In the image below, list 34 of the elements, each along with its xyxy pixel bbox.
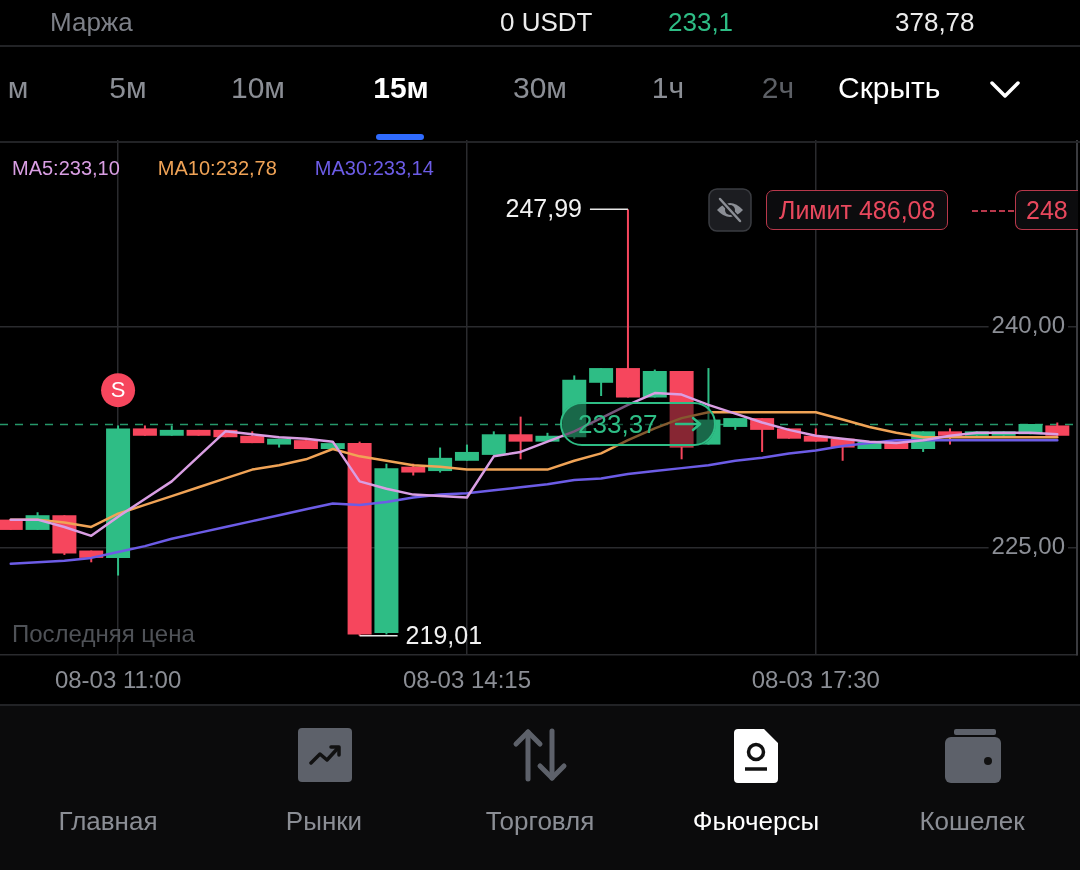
text: MA30:233,14 — [314, 157, 434, 179]
text: Маржа — [50, 7, 133, 38]
text: м — [7, 71, 29, 106]
text: MA5:233,10 — [12, 157, 120, 179]
y-tick-label: 225,00 — [991, 532, 1065, 560]
text: 30м — [513, 71, 567, 106]
text: 378,78 — [895, 7, 975, 38]
text: Торговля — [485, 806, 595, 837]
text: MA10:232,78 — [157, 157, 277, 179]
text: 10м — [231, 71, 285, 106]
text: 0 USDT — [500, 7, 593, 38]
annotation: S — [110, 377, 126, 403]
candlestick — [481, 430, 506, 456]
annotation: 248 — [1015, 190, 1078, 230]
text: Скрыть — [838, 71, 941, 106]
text: 233,1 — [668, 7, 734, 38]
annotation: Лимит 486,08 — [766, 190, 949, 230]
text: 15м — [373, 71, 429, 106]
text: 5м — [109, 71, 147, 106]
text: Главная — [58, 806, 158, 837]
x-tick-label: 08-03 17:30 — [751, 666, 880, 694]
x-tick-label: 08-03 11:00 — [54, 666, 182, 694]
candlestick — [508, 415, 533, 461]
annotation: 219,01 — [405, 620, 483, 649]
candlestick — [589, 367, 614, 398]
annotation: Последняя цена — [12, 620, 195, 648]
y-tick-label: 240,00 — [991, 311, 1065, 339]
text: Фьючерсы — [692, 806, 820, 837]
annotation: 247,99 — [505, 194, 582, 223]
text: 2ч — [761, 71, 795, 106]
text: 1ч — [651, 71, 685, 106]
x-tick-label: 08-03 14:15 — [402, 666, 531, 694]
text: Рынки — [285, 806, 363, 837]
text: Кошелек — [919, 806, 1025, 837]
